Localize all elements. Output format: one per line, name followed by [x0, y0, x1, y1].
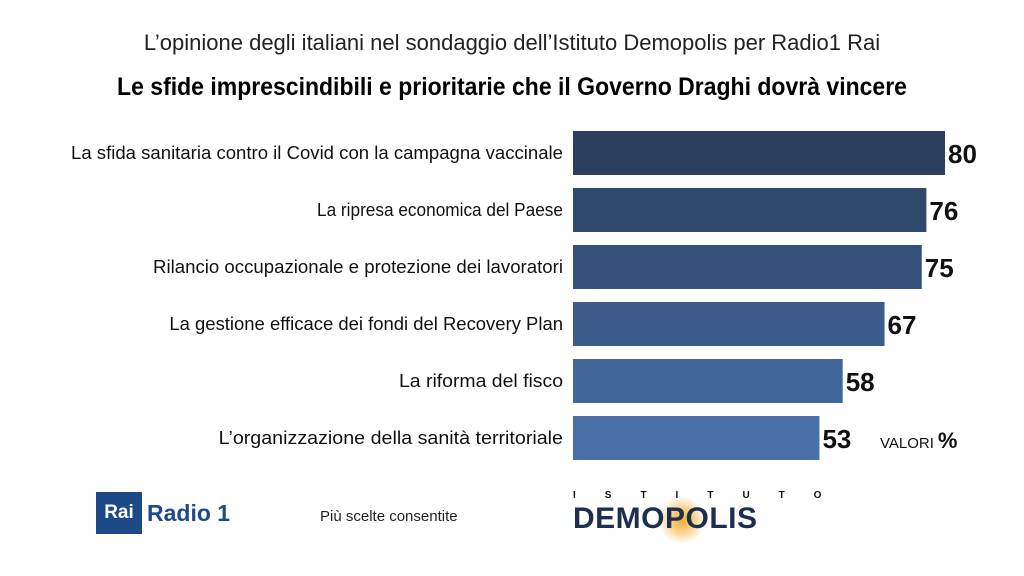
chart-title: Le sfide imprescindibili e prioritarie c… [117, 73, 907, 101]
demopolis-logo-main: DEMOPOLIS [573, 496, 833, 544]
chart-subtitle: L’opinione degli italiani nel sondaggio … [143, 30, 881, 55]
category-label-2: Rilancio occupazionale e protezione dei … [153, 257, 563, 277]
rai-radio1-logo: Rai Radio 1 [96, 492, 230, 534]
bar-1 [573, 188, 927, 232]
category-label-4: La riforma del fisco [399, 371, 563, 391]
bar-0 [573, 131, 945, 175]
rai-logo-box: Rai [96, 492, 142, 534]
value-label-3: 67 [888, 310, 917, 340]
demopolis-logo: ISTITUTO DEMOPOLIS [573, 490, 851, 544]
bar-5 [573, 416, 820, 460]
category-label-5: L’organizzazione della sanità territoria… [219, 428, 563, 448]
footnote: Più scelte consentite [320, 508, 458, 525]
bar-4 [573, 359, 843, 403]
demopolis-logo-text: DEMOPOLIS [573, 502, 758, 535]
value-label-5: 53 [822, 424, 851, 454]
bar-2 [573, 245, 922, 289]
category-label-3: La gestione efficace dei fondi del Recov… [169, 314, 563, 334]
value-label-1: 76 [929, 196, 958, 226]
unit-note-label: VALORI [880, 435, 934, 452]
value-label-0: 80 [948, 139, 977, 169]
category-label-1: La ripresa economica del Paese [317, 200, 563, 220]
category-label-0: La sfida sanitaria contro il Covid con l… [71, 143, 563, 163]
demopolis-glow-icon [658, 496, 706, 544]
unit-note: VALORI% [880, 428, 957, 454]
value-label-4: 58 [846, 367, 875, 397]
bar-3 [573, 302, 885, 346]
unit-note-symbol: % [937, 428, 958, 453]
demopolis-logo-top: ISTITUTO [573, 490, 851, 501]
radio1-logo-text: Radio 1 [147, 499, 231, 526]
value-label-2: 75 [925, 253, 954, 283]
